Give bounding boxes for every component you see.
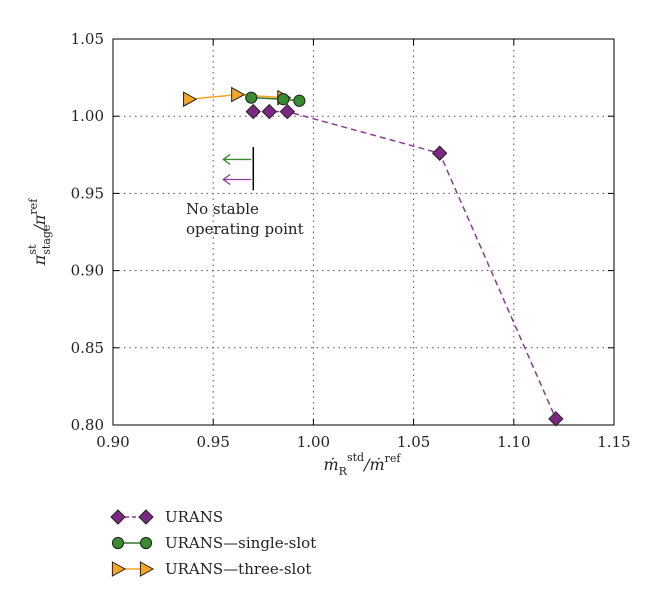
grid	[113, 39, 614, 425]
y-tick-label: 0.85	[71, 339, 104, 357]
legend-label: URANS—three-slot	[165, 560, 311, 578]
x-tick-label: 0.90	[96, 433, 129, 451]
data-point-circle	[245, 91, 258, 104]
data-point-circle	[293, 94, 306, 107]
y-tick-label: 1.00	[71, 107, 104, 125]
legend-label: URANS—single-slot	[165, 534, 316, 552]
annotation: No stable operating point	[186, 147, 304, 238]
legend-marker	[110, 509, 126, 525]
legend-marker	[111, 536, 125, 550]
annotation-text: operating point	[186, 220, 304, 238]
x-tick-label: 1.05	[397, 433, 430, 451]
legend: URANS URANS—single-slot URANS—three-slot	[110, 508, 316, 578]
data-point-triangle-right	[231, 86, 246, 103]
legend-label: URANS	[165, 508, 223, 526]
annotation-text: No stable	[186, 200, 259, 218]
y-tick-label: 0.90	[71, 262, 104, 280]
y-axis-label: πstagest/πref	[26, 198, 53, 266]
data-point-diamond	[261, 103, 278, 120]
x-tick-label: 0.95	[196, 433, 229, 451]
ticks: 0.90 0.95 1.00 1.05 1.10 1.15 0.80 0.85 0.90 0.95…	[71, 30, 631, 451]
legend-marker	[138, 509, 154, 525]
x-tick-label: 1.10	[497, 433, 530, 451]
legend-marker	[111, 561, 127, 577]
series	[183, 86, 564, 427]
plot-frame	[112, 38, 615, 426]
y-tick-label: 1.05	[71, 30, 104, 48]
data-point-diamond	[245, 103, 261, 120]
legend-marker	[139, 536, 153, 550]
data-point-triangle-right	[183, 91, 198, 108]
series-line-circle	[251, 96, 300, 102]
data-point-diamond	[548, 411, 564, 427]
x-axis-label: ṁRstd/ṁref	[324, 451, 402, 478]
x-tick-label: 1.15	[597, 433, 630, 451]
series-line-diamond	[253, 110, 557, 420]
data-point-diamond	[431, 145, 448, 161]
y-tick-label: 0.95	[71, 184, 104, 202]
data-point-diamond	[279, 103, 296, 120]
y-tick-label: 0.80	[71, 416, 104, 434]
arrow-head	[222, 173, 231, 186]
data-point-circle	[277, 93, 290, 106]
legend-marker	[139, 561, 155, 577]
x-tick-label: 1.00	[297, 433, 330, 451]
arrow-head	[222, 153, 231, 165]
